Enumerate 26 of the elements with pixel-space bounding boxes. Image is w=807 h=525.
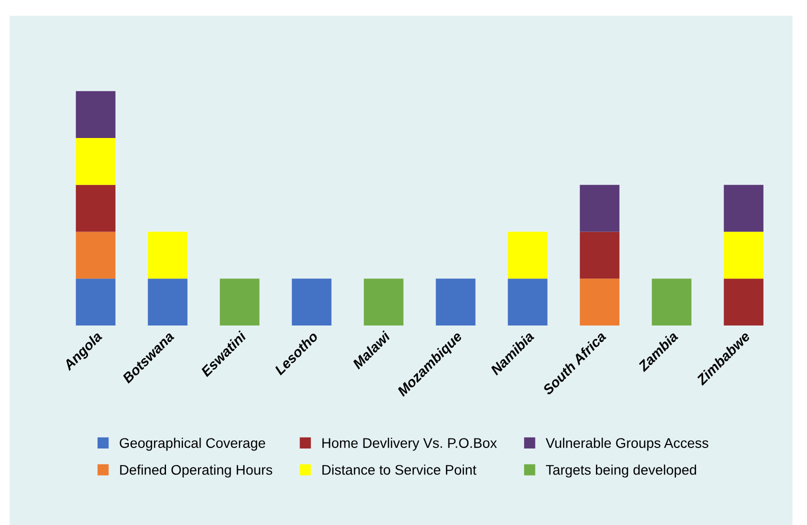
bar: [148, 278, 188, 326]
bar: [76, 138, 116, 185]
bar: [508, 232, 548, 279]
bar: [724, 278, 764, 326]
bar: [580, 278, 620, 326]
legend-label: Vulnerable Groups Access: [546, 438, 708, 451]
bar: [76, 91, 116, 138]
bar: [364, 278, 404, 326]
bar: [508, 278, 548, 326]
legend-label: Home Devlivery Vs. P.O.Box: [322, 438, 497, 451]
bar: [220, 278, 260, 326]
bar: [148, 232, 188, 279]
bar: [76, 184, 116, 232]
bar: [76, 232, 116, 279]
bar: [580, 184, 620, 232]
legend-label: Targets being developed: [546, 464, 696, 478]
legend-label: Distance to Service Point: [322, 464, 476, 475]
legend-label: Geographical Coverage: [120, 438, 266, 451]
bar: [292, 278, 332, 326]
bar: [724, 184, 764, 232]
bar: [652, 278, 692, 326]
bar: [724, 232, 764, 279]
bar: [76, 278, 116, 326]
bar: [580, 232, 620, 279]
legend-label: Defined Operating Hours: [120, 464, 272, 478]
bar: [436, 278, 476, 326]
